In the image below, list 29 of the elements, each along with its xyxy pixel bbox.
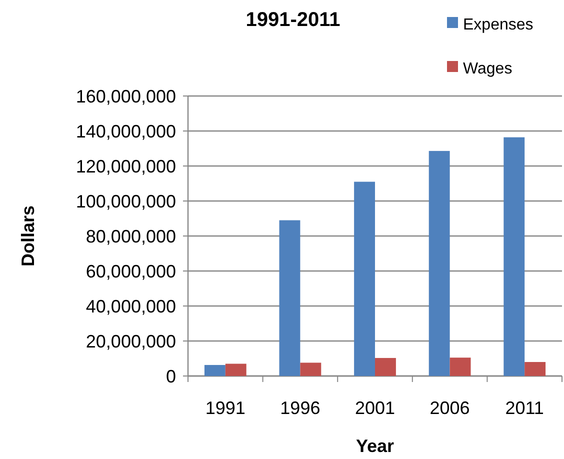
bar: [300, 362, 322, 376]
x-axis-title: Year: [356, 436, 394, 456]
y-tick-label: 80,000,000: [86, 226, 176, 246]
y-tick-label: 20,000,000: [86, 331, 176, 352]
bar: [450, 358, 471, 376]
bar: [204, 364, 226, 376]
bar: [225, 364, 246, 376]
x-tick-label: 2011: [505, 398, 544, 418]
x-tick-label: 1991: [205, 398, 246, 418]
legend-label: Expenses: [463, 16, 534, 34]
y-tick-label: 40,000,000: [86, 296, 176, 316]
chart-title: 1991-2011: [246, 9, 340, 31]
bar: [428, 150, 450, 376]
y-tick-label: 160,000,000: [76, 86, 176, 106]
y-tick-label: 120,000,000: [76, 156, 176, 176]
x-tick-label: 2006: [430, 398, 470, 418]
y-tick-label: 100,000,000: [76, 191, 176, 212]
bar: [504, 137, 525, 376]
y-tick-label: 0: [166, 366, 176, 386]
y-tick-label: 60,000,000: [86, 261, 176, 282]
y-tick-label: 140,000,000: [76, 121, 176, 142]
bar: [524, 362, 546, 376]
bar: [279, 220, 300, 376]
bar: [354, 182, 375, 376]
x-tick-label: 2001: [354, 398, 396, 418]
x-tick-label: 1996: [280, 398, 320, 418]
bar: [375, 358, 396, 376]
legend-label: Wages: [463, 60, 512, 78]
y-axis-title: Dollars: [18, 205, 38, 267]
